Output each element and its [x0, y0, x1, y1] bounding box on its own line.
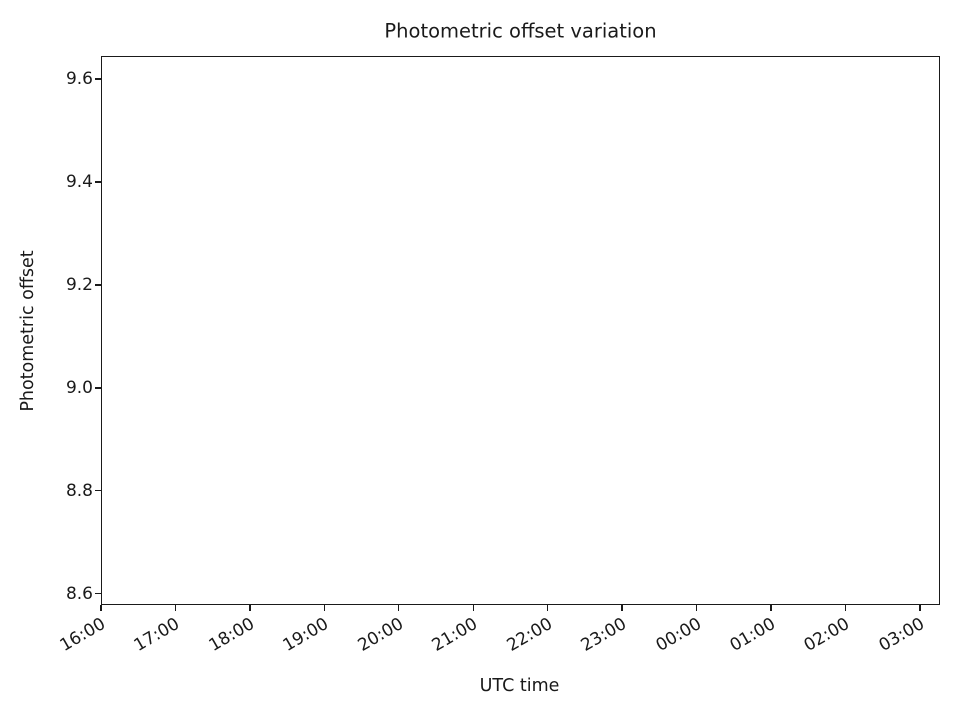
x-tick-mark	[472, 605, 474, 611]
x-tick-mark	[621, 605, 623, 611]
x-tick-mark	[546, 605, 549, 611]
y-tick-label: 9.6	[65, 69, 93, 90]
chart-title: Photometric offset variation	[384, 19, 657, 43]
plot-area	[101, 56, 940, 605]
y-tick-label: 8.8	[65, 480, 93, 501]
x-tick-mark	[398, 605, 400, 611]
y-tick-mark	[95, 78, 101, 80]
x-tick-mark	[770, 605, 772, 611]
x-tick-mark	[844, 605, 847, 611]
x-axis-title: UTC time	[479, 676, 560, 696]
x-tick-mark	[323, 605, 326, 611]
y-axis-title: Photometric offset	[18, 249, 38, 412]
y-tick-label: 9.0	[65, 377, 93, 398]
y-tick-mark	[95, 181, 101, 183]
x-tick-mark	[249, 605, 251, 611]
y-tick-mark	[95, 284, 101, 286]
x-tick-mark	[919, 605, 921, 611]
x-tick-mark	[100, 605, 102, 611]
x-tick-mark	[174, 605, 177, 611]
y-tick-mark	[95, 592, 101, 595]
y-tick-mark	[95, 490, 101, 492]
x-tick-mark	[695, 605, 698, 611]
y-tick-label: 9.2	[65, 274, 93, 295]
y-tick-label: 8.6	[65, 583, 93, 604]
y-tick-label: 9.4	[65, 172, 93, 193]
y-tick-mark	[95, 387, 101, 389]
